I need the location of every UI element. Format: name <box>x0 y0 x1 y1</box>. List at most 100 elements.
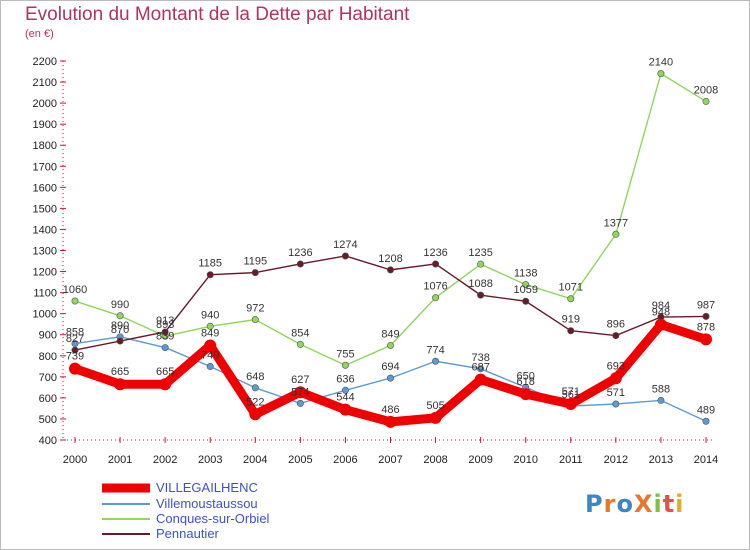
legend-label: Pennautier <box>156 526 220 541</box>
data-point <box>204 339 217 352</box>
data-label: 618 <box>517 376 535 388</box>
y-tick-label: 1900 <box>33 119 57 131</box>
data-point <box>612 400 620 408</box>
data-label: 1060 <box>63 284 87 296</box>
y-tick-label: 1400 <box>33 224 57 236</box>
y-tick-label: 700 <box>39 372 57 384</box>
x-tick-label: 2011 <box>559 454 583 466</box>
data-label: 1195 <box>243 256 267 268</box>
data-point <box>251 316 259 324</box>
data-label: 571 <box>607 387 625 399</box>
data-point <box>206 322 214 330</box>
x-tick-label: 2000 <box>63 454 87 466</box>
data-point <box>700 333 712 346</box>
data-label: 1274 <box>333 239 357 251</box>
data-point <box>294 386 307 399</box>
data-label: 749 <box>201 350 219 362</box>
data-point <box>116 337 124 345</box>
data-point <box>477 365 485 373</box>
y-tick-label: 600 <box>39 393 57 405</box>
data-label: 489 <box>697 404 715 416</box>
y-tick-label: 2000 <box>33 98 57 110</box>
y-tick-label: 1300 <box>33 246 57 258</box>
data-label: 940 <box>201 309 219 321</box>
logo-letter: i <box>675 490 685 518</box>
y-tick-label: 900 <box>39 330 57 342</box>
data-point <box>657 70 665 78</box>
data-point <box>432 260 440 268</box>
data-label: 919 <box>562 314 580 326</box>
data-label: 1185 <box>198 258 222 270</box>
data-label: 849 <box>201 327 219 339</box>
data-point <box>71 297 79 305</box>
data-label: 636 <box>336 373 354 385</box>
data-label: 486 <box>381 404 399 416</box>
y-tick-label: 1800 <box>33 140 57 152</box>
data-label: 648 <box>246 371 264 383</box>
x-tick-label: 2008 <box>423 454 447 466</box>
x-tick-label: 2007 <box>378 454 402 466</box>
data-point <box>386 341 394 349</box>
x-tick-label: 2005 <box>288 454 312 466</box>
data-label: 913 <box>156 315 174 327</box>
data-label: 755 <box>336 348 354 360</box>
data-label: 561 <box>562 389 580 401</box>
data-point <box>612 332 620 340</box>
data-point <box>114 378 127 391</box>
data-point <box>474 373 487 386</box>
data-label: 739 <box>66 351 84 363</box>
data-label: 588 <box>652 383 670 395</box>
data-label: 890 <box>111 320 129 332</box>
data-label: 854 <box>291 327 309 339</box>
proxiti-logo: ProXiti <box>585 490 684 518</box>
data-point <box>71 346 79 354</box>
y-tick-label: 1600 <box>33 182 57 194</box>
data-point <box>384 415 397 428</box>
data-label: 571 <box>562 386 580 398</box>
data-point <box>567 327 575 335</box>
x-tick-label: 2004 <box>243 454 267 466</box>
data-label: 1235 <box>468 247 492 259</box>
logo-letter: o <box>616 490 634 518</box>
x-tick-label: 2006 <box>333 454 357 466</box>
data-point <box>249 408 262 421</box>
data-point <box>657 396 665 404</box>
data-point <box>161 328 169 336</box>
data-label: 693 <box>607 360 625 372</box>
data-point <box>341 386 349 394</box>
data-label: 544 <box>336 392 354 404</box>
data-point <box>702 97 710 105</box>
y-tick-label: 800 <box>39 351 57 363</box>
data-label: 2140 <box>649 57 673 69</box>
data-label: 522 <box>246 396 264 408</box>
data-point <box>341 252 349 260</box>
data-point <box>522 297 530 305</box>
x-tick-label: 2002 <box>153 454 177 466</box>
data-point <box>609 372 622 385</box>
data-point <box>386 266 394 274</box>
data-point <box>296 399 304 407</box>
chart-title: Evolution du Montant de la Dette par Hab… <box>25 4 410 25</box>
data-label: 1377 <box>604 217 628 229</box>
y-tick-label: 1100 <box>33 288 57 300</box>
logo-letter: t <box>662 490 676 518</box>
data-label: 650 <box>517 370 535 382</box>
data-label: 687 <box>471 362 489 374</box>
y-tick-label: 2100 <box>33 77 57 89</box>
data-point <box>564 397 577 410</box>
data-label: 849 <box>381 328 399 340</box>
data-point <box>567 295 575 303</box>
data-point <box>386 374 394 382</box>
data-point <box>519 388 532 401</box>
logo-letter: P <box>585 490 604 518</box>
data-label: 990 <box>111 299 129 311</box>
data-point <box>702 417 710 425</box>
y-tick-label: 1700 <box>33 161 57 173</box>
data-point <box>477 291 485 299</box>
data-point <box>522 281 530 289</box>
logo-letter: i <box>653 490 663 518</box>
y-tick-label: 2200 <box>33 56 57 68</box>
x-tick-label: 2013 <box>649 454 673 466</box>
